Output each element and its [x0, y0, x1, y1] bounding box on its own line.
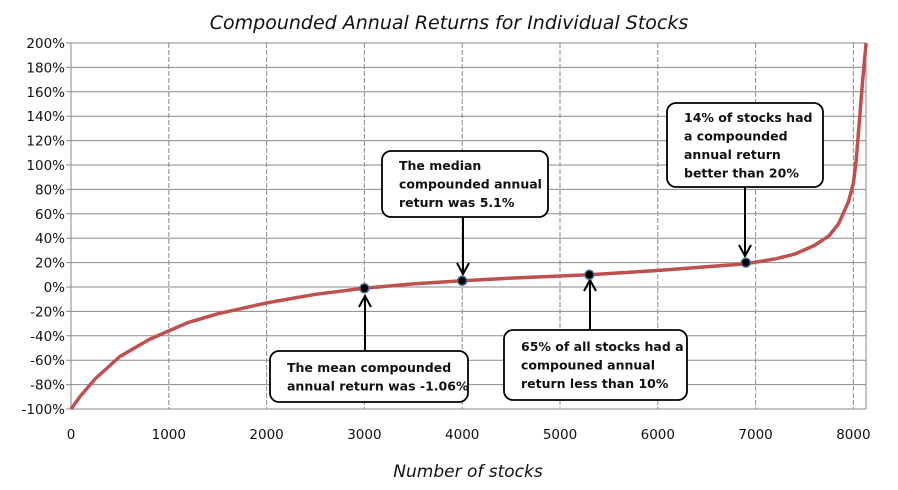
annotation-box [503, 329, 688, 401]
arrow-head-icon [738, 244, 752, 259]
x-tick-label: 0 [67, 427, 76, 443]
x-axis-label: Number of stocks [393, 462, 543, 482]
annotation-text: The mean compounded [287, 360, 451, 375]
x-tick-label: 7000 [738, 427, 772, 443]
y-tick-label: 60% [35, 207, 65, 223]
y-tick-label: 160% [26, 85, 65, 101]
data-marker [584, 269, 595, 281]
annotation-callout: The median compounded annual return was 5.… [381, 150, 549, 277]
annotation-callout: The mean compounded annual return was -1.… [269, 293, 469, 403]
y-tick-label: 120% [26, 134, 65, 150]
x-tick-label: 3000 [347, 427, 381, 443]
x-axis: 0 1000 2000 3000 4000 5000 6000 7000 8000 [67, 427, 871, 443]
chart-title: Compounded Annual Returns for Individual… [210, 12, 689, 34]
y-tick-label: 100% [26, 158, 65, 174]
annotation-text: compouned annual [521, 358, 655, 373]
data-marker [740, 257, 752, 268]
y-tick-label: 180% [26, 60, 65, 76]
markers [359, 257, 752, 294]
x-tick-label: 2000 [249, 427, 283, 443]
data-marker [456, 275, 468, 287]
y-tick-label: -60% [30, 353, 65, 369]
x-tick-label: 6000 [641, 427, 675, 443]
y-tick-label: 40% [35, 231, 65, 247]
annotation-text: annual return [684, 147, 781, 162]
annotation-box [381, 150, 549, 218]
annotation-text: 65% of all stocks had a [521, 339, 684, 354]
y-tick-label: 80% [35, 182, 65, 198]
annotation-text: return less than 10% [521, 376, 669, 391]
x-tick-label: 1000 [152, 427, 186, 443]
annotation-text: return was 5.1% [399, 195, 515, 210]
annotation-box [269, 350, 469, 403]
annotation-box [666, 102, 824, 188]
y-tick-label: 20% [35, 256, 65, 272]
y-tick-label: 0% [44, 280, 66, 296]
y-tick-label: 200% [26, 36, 65, 52]
y-tick-label: -100% [22, 402, 66, 418]
annotation-text: a compounded [684, 128, 788, 143]
annotation-text: 14% of stocks had [684, 110, 812, 125]
y-tick-label: -80% [30, 378, 65, 394]
annotation-callout: 65% of all stocks had a compouned annual r… [503, 277, 688, 401]
x-tick-label: 5000 [543, 427, 577, 443]
y-tick-label: -20% [30, 304, 65, 320]
annotation-text: compounded annual [399, 177, 542, 192]
annotations: The mean compounded annual return was -1.… [269, 102, 824, 403]
x-tick-label: 4000 [445, 427, 479, 443]
annotation-text: better than 20% [684, 165, 799, 180]
x-tick-label: 8000 [836, 427, 870, 443]
data-marker [359, 283, 370, 294]
annotation-text: annual return was -1.06% [287, 378, 469, 393]
annotation-text: The median [399, 158, 481, 173]
y-tick-label: -40% [30, 329, 65, 345]
arrow-head-icon [456, 262, 470, 277]
y-axis: 200% 180% 160% 140% 120% 100% 80% 60% 40% 20% 0% -2… [22, 36, 66, 418]
y-tick-label: 140% [26, 109, 65, 125]
annotation-callout: 14% of stocks had a compounded annual retu… [666, 102, 824, 259]
arrow-head-icon [358, 293, 372, 308]
series-line [69, 42, 868, 411]
